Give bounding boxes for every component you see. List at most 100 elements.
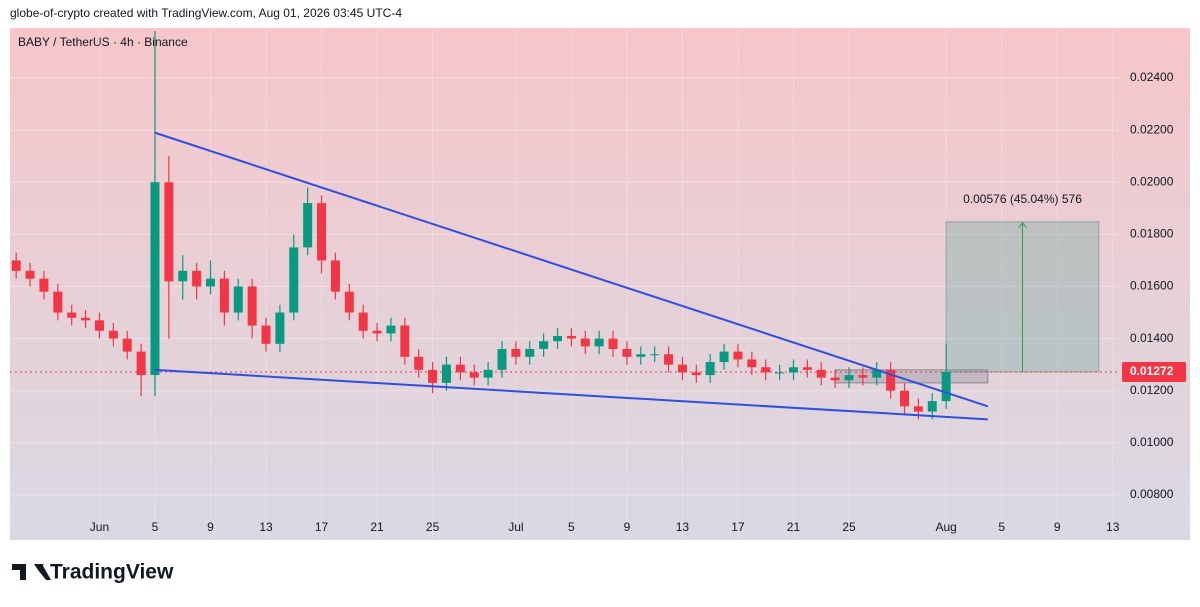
candle-body (886, 369, 896, 391)
y-tick-label: 0.01200 (1130, 383, 1174, 397)
x-tick-label: 17 (731, 520, 745, 534)
x-tick-label: 5 (152, 520, 159, 534)
candle-body (941, 371, 951, 402)
candle-body (539, 341, 549, 350)
y-tick-label: 0.02400 (1130, 70, 1174, 84)
y-tick-label: 0.02000 (1130, 174, 1174, 188)
candle-body (858, 375, 868, 378)
candle-body (525, 349, 535, 357)
x-tick-label: 9 (624, 520, 631, 534)
candle-body (53, 291, 63, 313)
candle-body (650, 354, 660, 356)
x-tick-label: 9 (207, 520, 214, 534)
trendline (154, 368, 988, 421)
x-tick-label: Jun (90, 520, 109, 534)
candle-body (872, 369, 882, 378)
candle-body (608, 338, 618, 350)
candle-body (788, 367, 798, 373)
x-tick-label: Aug (935, 520, 956, 534)
candle-body (261, 325, 271, 344)
candle-body (927, 401, 937, 412)
logo: TradingView (12, 561, 174, 584)
candle-body (178, 270, 188, 282)
candle-body (455, 364, 465, 373)
logo-icon (12, 564, 51, 580)
candle-body (11, 260, 21, 271)
candle-body (594, 338, 604, 347)
candle-body (636, 354, 646, 357)
candle-body (358, 312, 368, 331)
candle-body (497, 349, 507, 370)
symbol-label: BABY / TetherUS · 4h · Binance (18, 35, 188, 49)
candle-body (747, 359, 757, 368)
x-tick-label: 21 (370, 520, 384, 534)
x-tick-label: Jul (508, 520, 523, 534)
candle-body (511, 349, 521, 357)
candle-body (844, 375, 854, 381)
x-tick-label: 5 (568, 520, 575, 534)
x-tick-label: 13 (259, 520, 273, 534)
candle-body (816, 369, 826, 378)
y-tick-label: 0.02200 (1130, 122, 1174, 136)
candle-body (441, 364, 451, 383)
candle-body (317, 203, 327, 261)
candle-body (192, 270, 202, 287)
candle-body (580, 338, 590, 347)
x-tick-label: 13 (676, 520, 690, 534)
candle-body (775, 372, 785, 374)
candle-body (150, 182, 160, 376)
x-tick-label: 21 (787, 520, 801, 534)
candle-body (39, 278, 49, 292)
plot-area: 0.00576 (45.04%) 576 (10, 31, 1118, 421)
candle-body (275, 312, 285, 344)
candle-body (553, 335, 563, 342)
last-price-label: 0.01272 (1130, 364, 1174, 378)
candle-body (25, 270, 35, 279)
x-tick-label: 13 (1106, 520, 1120, 534)
candle-body (164, 182, 174, 282)
x-tick-label: 9 (1054, 520, 1061, 534)
candle-body (372, 330, 382, 334)
candle-body (330, 260, 340, 292)
x-tick-label: 17 (315, 520, 329, 534)
candle-body (400, 325, 410, 357)
y-tick-label: 0.01800 (1130, 227, 1174, 241)
candle-body (802, 367, 812, 370)
y-tick-label: 0.01400 (1130, 331, 1174, 345)
candle-body (219, 278, 229, 313)
candle-body (566, 335, 576, 339)
x-tick-label: 25 (426, 520, 440, 534)
x-tick-label: 25 (842, 520, 856, 534)
candle-body (705, 362, 715, 376)
candle-body (719, 351, 729, 363)
candle-body (289, 247, 299, 313)
x-tick-label: 5 (998, 520, 1005, 534)
candle-body (386, 325, 396, 334)
candle-body (108, 330, 118, 339)
logo-text: TradingView (50, 561, 174, 584)
trendline (154, 131, 989, 408)
y-tick-label: 0.01000 (1130, 435, 1174, 449)
measure-arrowhead (1018, 222, 1027, 229)
candle-body (94, 320, 104, 331)
y-tick-label: 0.00800 (1130, 487, 1174, 501)
candle-body (414, 356, 424, 370)
axes: 0.00800 0.01000 0.01200 0.01400 0.01600 0.018… (90, 70, 1186, 534)
candle-body (761, 367, 771, 373)
candle-body (622, 349, 632, 357)
candle-body (428, 369, 438, 383)
attribution: globe-of-crypto created with TradingView… (10, 6, 402, 20)
candle-body (691, 372, 701, 376)
candle-body (733, 351, 743, 360)
candle-body (247, 286, 257, 326)
candle-body (830, 377, 840, 381)
candle-body (469, 372, 479, 378)
candle-body (664, 354, 674, 365)
candle-body (136, 351, 146, 376)
candle-body (81, 317, 91, 321)
candle-body (233, 286, 243, 313)
last-price-tag (1122, 361, 1186, 382)
candle-body (303, 203, 313, 248)
